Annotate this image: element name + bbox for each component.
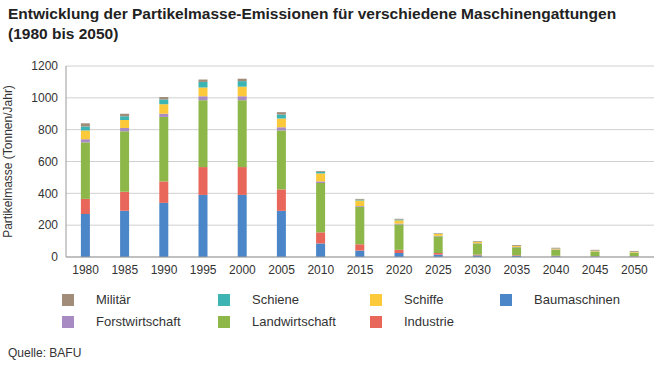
svg-text:200: 200 bbox=[38, 218, 58, 232]
html-text:Baumaschinen: Baumaschinen bbox=[534, 292, 620, 307]
svg-text:Partikelmasse (Tonnen/Jahr): Partikelmasse (Tonnen/Jahr) bbox=[8, 85, 15, 238]
svg-text:1995: 1995 bbox=[190, 263, 217, 277]
svg-text:400: 400 bbox=[38, 187, 58, 201]
html-text:Forstwirtschaft: Forstwirtschaft bbox=[96, 314, 181, 329]
svg-text:2045: 2045 bbox=[582, 263, 609, 277]
svg-text:1980: 1980 bbox=[72, 263, 99, 277]
html-text:Militär: Militär bbox=[96, 292, 131, 307]
html-text:Industrie: Industrie bbox=[404, 314, 454, 329]
html-text:Landwirtschaft: Landwirtschaft bbox=[252, 314, 336, 329]
html-text:Schiffe: Schiffe bbox=[404, 292, 444, 307]
svg-text:2025: 2025 bbox=[425, 263, 452, 277]
svg-text:2040: 2040 bbox=[543, 263, 570, 277]
svg-text:600: 600 bbox=[38, 155, 58, 169]
svg-text:2015: 2015 bbox=[347, 263, 374, 277]
html-text:(1980 bis 2050): (1980 bis 2050) bbox=[8, 25, 119, 42]
svg-text:2050: 2050 bbox=[621, 263, 648, 277]
svg-text:1985: 1985 bbox=[111, 263, 138, 277]
svg-text:1990: 1990 bbox=[151, 263, 178, 277]
svg-text:2020: 2020 bbox=[386, 263, 413, 277]
svg-text:0: 0 bbox=[51, 250, 58, 264]
svg-text:2010: 2010 bbox=[307, 263, 334, 277]
html-text:Schiene: Schiene bbox=[252, 292, 299, 307]
svg-text:800: 800 bbox=[38, 123, 58, 137]
html-text:Entwicklung der Partikelmasse-: Entwicklung der Partikelmasse-Emissionen… bbox=[8, 5, 617, 22]
svg-text:1000: 1000 bbox=[31, 91, 58, 105]
html-text:Quelle: BAFU: Quelle: BAFU bbox=[8, 346, 82, 360]
svg-text:2035: 2035 bbox=[503, 263, 530, 277]
svg-text:1200: 1200 bbox=[31, 59, 58, 73]
svg-text:2030: 2030 bbox=[464, 263, 491, 277]
svg-text:2000: 2000 bbox=[229, 263, 256, 277]
svg-text:2005: 2005 bbox=[268, 263, 295, 277]
